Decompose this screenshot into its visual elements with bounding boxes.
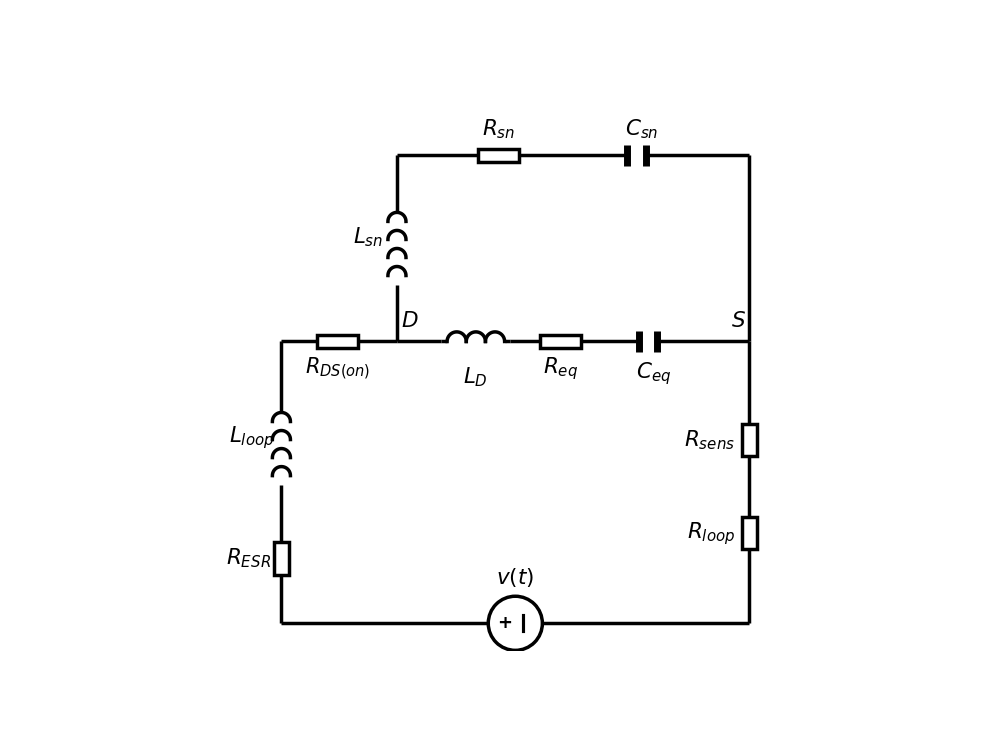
Text: $S$: $S$ [731,311,746,332]
FancyBboxPatch shape [274,542,289,575]
Text: $L_{loop}$: $L_{loop}$ [229,424,275,451]
Circle shape [490,597,541,649]
FancyBboxPatch shape [742,424,757,456]
Text: $R_{eq}$: $R_{eq}$ [543,356,578,382]
FancyBboxPatch shape [317,335,358,348]
Text: +: + [498,614,513,632]
Text: $R_{ESR}$: $R_{ESR}$ [226,547,271,570]
Text: $C_{sn}$: $C_{sn}$ [625,118,659,141]
Text: $D$: $D$ [401,311,419,332]
Text: $R_{loop}$: $R_{loop}$ [687,520,735,547]
Text: $L_{sn}$: $L_{sn}$ [353,225,383,249]
FancyBboxPatch shape [742,517,757,549]
FancyBboxPatch shape [478,149,519,162]
FancyBboxPatch shape [540,335,581,348]
Text: $R_{DS(on)}$: $R_{DS(on)}$ [305,356,370,382]
Text: $L_D$: $L_D$ [463,365,488,389]
Text: $C_{eq}$: $C_{eq}$ [636,361,671,387]
Text: $R_{sens}$: $R_{sens}$ [684,428,735,452]
Text: $v(t)$: $v(t)$ [496,567,534,589]
Text: $R_{sn}$: $R_{sn}$ [482,118,515,141]
